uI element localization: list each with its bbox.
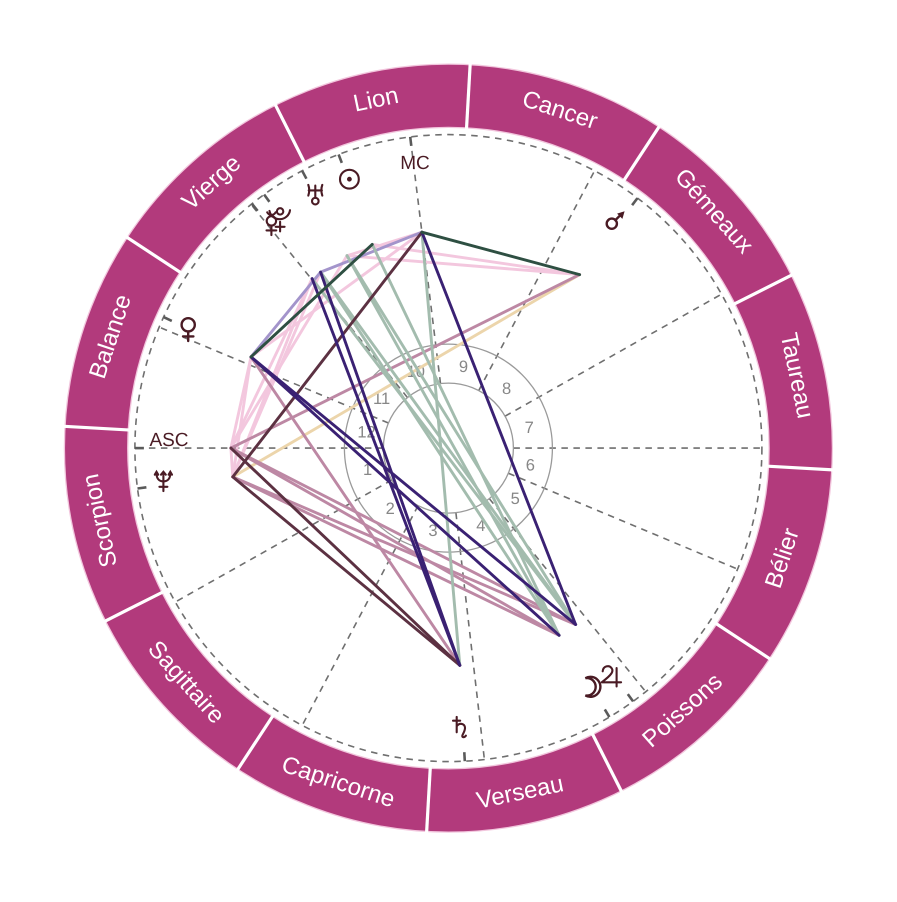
svg-text:11: 11: [373, 390, 390, 408]
svg-text:7: 7: [525, 419, 534, 437]
svg-text:8: 8: [502, 380, 511, 398]
svg-text:1: 1: [363, 461, 372, 479]
svg-text:4: 4: [476, 517, 485, 535]
svg-text:6: 6: [526, 456, 535, 474]
svg-text:2: 2: [386, 500, 395, 518]
svg-text:12: 12: [357, 424, 375, 442]
svg-text:5: 5: [511, 490, 520, 508]
svg-text:MC: MC: [400, 153, 430, 174]
svg-text:9: 9: [459, 358, 468, 376]
svg-text:ASC: ASC: [149, 430, 188, 451]
svg-text:3: 3: [428, 522, 437, 540]
